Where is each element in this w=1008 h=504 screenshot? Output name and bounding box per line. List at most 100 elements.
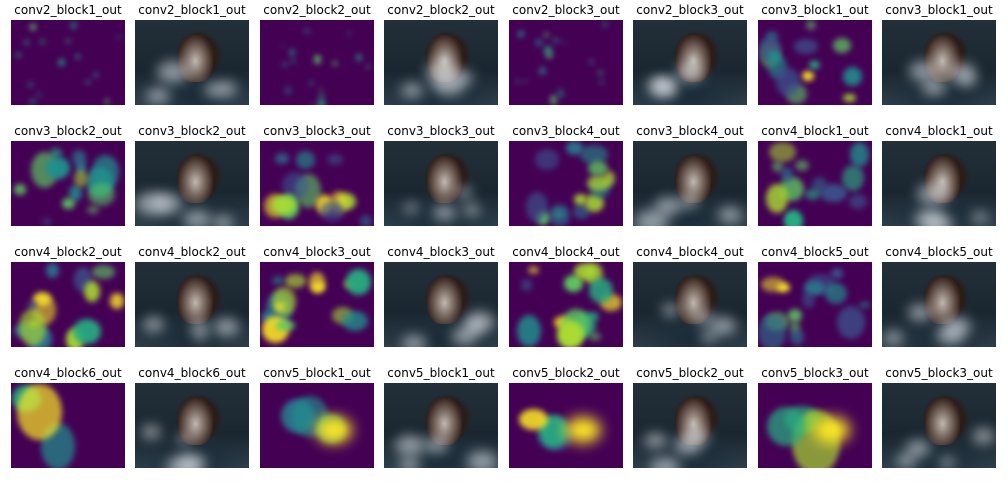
highlight-glow bbox=[179, 453, 207, 468]
activation-blob bbox=[318, 93, 324, 98]
highlight-glow bbox=[917, 183, 949, 206]
activation-blob bbox=[356, 53, 362, 61]
highlight-glow bbox=[896, 453, 916, 468]
panel-title: conv4_block3_out bbox=[263, 245, 371, 259]
activation-blob bbox=[516, 314, 541, 347]
activation-heatmap bbox=[260, 262, 374, 347]
panel-title: conv5_block3_out bbox=[885, 366, 993, 380]
activation-blob bbox=[562, 40, 567, 44]
activation-blob bbox=[760, 276, 785, 293]
activation-blob bbox=[45, 157, 71, 179]
activation-blob bbox=[842, 94, 856, 103]
activation-blob bbox=[284, 86, 292, 95]
activation-blob bbox=[296, 151, 315, 169]
panel-title: conv5_block1_out bbox=[387, 366, 495, 380]
panel-title: conv4_block5_out bbox=[885, 245, 993, 259]
dog-photo-overlay bbox=[384, 383, 498, 468]
activation-blob bbox=[849, 141, 869, 167]
highlight-glow bbox=[193, 330, 208, 341]
panel-title: conv3_block3_out bbox=[387, 124, 495, 138]
highlight-glow bbox=[635, 210, 669, 226]
activation-heatmap bbox=[11, 20, 125, 105]
panel-title: conv4_block1_out bbox=[885, 124, 993, 138]
highlight-glow bbox=[455, 186, 472, 198]
activation-blob bbox=[842, 164, 865, 191]
activation-blob bbox=[281, 171, 309, 199]
panel-title: conv2_block1_out bbox=[14, 3, 122, 17]
activation-blob bbox=[564, 275, 583, 293]
activation-blob bbox=[313, 55, 321, 64]
highlight-glow bbox=[939, 456, 956, 468]
activation-blob bbox=[23, 39, 29, 46]
activation-blob bbox=[26, 300, 38, 310]
panel-title: conv3_block1_out bbox=[761, 3, 869, 17]
activation-blob bbox=[274, 302, 286, 312]
activation-blob bbox=[72, 149, 87, 165]
dog-photo-overlay bbox=[384, 141, 498, 226]
highlight-glow bbox=[695, 311, 714, 324]
highlight-glow bbox=[655, 196, 682, 216]
activation-blob bbox=[766, 406, 806, 446]
activation-blob bbox=[333, 60, 337, 66]
highlight-glow bbox=[464, 310, 496, 333]
activation-blob bbox=[557, 321, 584, 347]
panel-title: conv2_block2_out bbox=[263, 3, 371, 17]
activation-blob bbox=[820, 184, 847, 203]
highlight-glow bbox=[203, 84, 221, 97]
activation-blob bbox=[346, 268, 371, 295]
activation-blob bbox=[272, 287, 297, 317]
panel-title: conv4_block4_out bbox=[512, 245, 620, 259]
activation-blob bbox=[830, 268, 843, 279]
highlight-glow bbox=[141, 425, 162, 440]
highlight-glow bbox=[972, 211, 989, 223]
activation-heatmap bbox=[758, 20, 872, 105]
highlight-glow bbox=[936, 325, 964, 346]
activation-blob bbox=[359, 215, 372, 226]
activation-blob bbox=[274, 153, 290, 164]
activation-blob bbox=[311, 101, 315, 105]
panel-title: conv4_block2_out bbox=[138, 245, 246, 259]
dog-photo-overlay bbox=[633, 141, 747, 226]
activation-blob bbox=[549, 94, 558, 105]
activation-blob bbox=[92, 72, 99, 78]
activation-blob bbox=[544, 46, 553, 55]
panel-title: conv3_block2_out bbox=[138, 124, 246, 138]
panel-title: conv3_block4_out bbox=[512, 124, 620, 138]
highlight-glow bbox=[709, 316, 736, 336]
activation-heatmap bbox=[758, 383, 872, 468]
dog-head bbox=[676, 156, 711, 204]
panel-title: conv3_block2_out bbox=[14, 124, 122, 138]
highlight-glow bbox=[400, 83, 423, 99]
activation-blob bbox=[520, 278, 532, 291]
highlight-glow bbox=[701, 330, 718, 342]
highlight-glow bbox=[909, 61, 938, 81]
activation-blob bbox=[270, 196, 296, 214]
activation-blob bbox=[573, 263, 598, 281]
activation-blob bbox=[318, 98, 326, 105]
activation-heatmap bbox=[509, 141, 623, 226]
highlight-glow bbox=[652, 80, 678, 99]
activation-blob bbox=[766, 30, 778, 42]
activation-heatmap bbox=[260, 141, 374, 226]
highlight-glow bbox=[395, 435, 426, 457]
highlight-glow bbox=[718, 206, 742, 224]
panel-title: conv3_block1_out bbox=[885, 3, 993, 17]
panel-title: conv4_block4_out bbox=[636, 245, 744, 259]
activation-heatmap bbox=[260, 383, 374, 468]
activation-blob bbox=[346, 31, 351, 35]
dog-photo-overlay bbox=[882, 141, 996, 226]
activation-blob bbox=[597, 69, 603, 77]
dog-photo-overlay bbox=[633, 262, 747, 347]
highlight-glow bbox=[675, 63, 703, 83]
activation-blob bbox=[602, 22, 607, 27]
activation-blob bbox=[86, 80, 91, 84]
highlight-glow bbox=[972, 428, 996, 445]
dog-photo-overlay bbox=[633, 20, 747, 105]
panel-title: conv5_block1_out bbox=[263, 366, 371, 380]
highlight-glow bbox=[425, 436, 448, 453]
activation-blob bbox=[523, 79, 528, 83]
panel-title: conv4_block6_out bbox=[138, 366, 246, 380]
dog-photo-overlay bbox=[135, 141, 249, 226]
highlight-glow bbox=[680, 195, 698, 208]
activation-blob bbox=[70, 21, 78, 30]
